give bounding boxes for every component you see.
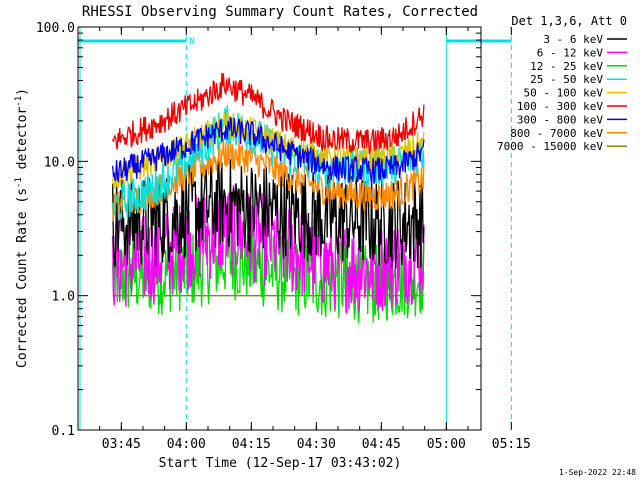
- timestamp: 1-Sep-2022 22:48: [559, 468, 636, 477]
- night-label: N: [189, 37, 194, 47]
- y-axis-label-main: Corrected Count Rate (s: [15, 188, 30, 368]
- x-tick-label: 04:30: [297, 437, 336, 452]
- y-tick-label: 100.0: [36, 21, 75, 36]
- x-tick-label: 03:45: [102, 437, 141, 452]
- legend-label: 100 - 300 keV: [517, 100, 603, 113]
- y-axis-label-sup2: -1: [14, 96, 24, 107]
- chart-title: RHESSI Observing Summary Count Rates, Co…: [82, 4, 478, 20]
- series-line: [112, 73, 425, 155]
- y-axis-label-end: ): [15, 88, 30, 96]
- x-tick-label: 04:45: [362, 437, 401, 452]
- x-axis: 03:45 04:00 04:15 04:30 04:45 05:00 05:15: [77, 27, 531, 452]
- series-group: [112, 73, 425, 324]
- plot-frame: [77, 26, 482, 431]
- x-axis-label: Start Time (12-Sep-17 03:43:02): [159, 456, 402, 471]
- y-tick-label: 1.0: [52, 290, 75, 305]
- legend-label: 25 - 50 keV: [530, 73, 603, 86]
- x-tick-label: 04:00: [167, 437, 206, 452]
- legend-label: 50 - 100 keV: [524, 87, 604, 100]
- legend-label: 7000 - 15000 keV: [497, 140, 603, 153]
- series-line: [112, 116, 425, 185]
- y-axis-label-mid: detector: [15, 107, 30, 178]
- x-tick-label: 05:00: [427, 437, 466, 452]
- x-tick-label: 05:15: [492, 437, 531, 452]
- y-axis-label-sup1: -1: [14, 177, 24, 188]
- y-tick-label: 10.0: [44, 155, 75, 170]
- series-line: [112, 158, 425, 269]
- legend-label: 12 - 25 keV: [530, 60, 603, 73]
- legend-header: Det 1,3,6, Att 0: [511, 14, 627, 28]
- x-tick-label: 04:15: [232, 437, 271, 452]
- y-tick-label: 0.1: [52, 424, 75, 439]
- legend-label: 3 - 6 keV: [543, 33, 603, 46]
- legend-label: 300 - 800 keV: [517, 113, 603, 126]
- y-axis: 100.0 10.0 1.0 0.1: [36, 21, 481, 439]
- y-axis-label: Corrected Count Rate (s-1 detector-1): [14, 88, 30, 368]
- legend-label: 6 - 12 keV: [537, 46, 604, 59]
- legend-label: 800 - 7000 keV: [510, 127, 603, 140]
